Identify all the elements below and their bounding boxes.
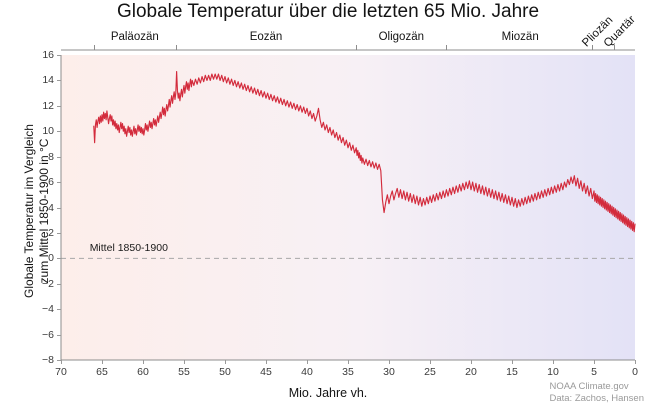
epoch-label-miozn: Miozän	[501, 31, 539, 43]
x-tick-mark	[225, 360, 226, 364]
epoch-boundary-tick	[93, 45, 95, 50]
x-tick-label: 10	[547, 366, 559, 378]
x-tick-label: 40	[301, 366, 313, 378]
y-tick-mark	[57, 258, 61, 260]
y-tick-label: −8	[42, 354, 54, 366]
y-tick-label: 4	[48, 201, 54, 214]
x-tick-label: 70	[55, 366, 67, 378]
x-tick-mark	[266, 360, 267, 364]
y-tick-mark	[57, 182, 61, 184]
epoch-label-eozn: Eozän	[249, 31, 283, 43]
y-tick-mark	[57, 309, 61, 311]
epoch-boundary-tick	[356, 45, 358, 50]
epoch-boundary-tick	[446, 45, 448, 50]
x-tick-mark	[307, 360, 308, 364]
epoch-boundary-tick	[175, 45, 177, 50]
x-tick-label: 50	[219, 366, 231, 378]
epoch-boundary-tick	[591, 45, 593, 50]
y-tick-label: −4	[42, 303, 54, 316]
x-tick-mark	[143, 360, 144, 364]
y-tick-label: 14	[42, 74, 54, 87]
y-tick-label: 12	[42, 99, 54, 112]
x-tick-mark	[61, 360, 62, 364]
x-tick-label: 45	[260, 366, 272, 378]
x-tick-mark	[635, 360, 636, 364]
y-tick-label: 0	[48, 252, 54, 265]
epoch-boundary-tick	[613, 45, 615, 50]
x-tick-label: 25	[424, 366, 436, 378]
y-tick-label: 16	[42, 49, 54, 61]
x-tick-label: 55	[178, 366, 190, 378]
x-tick-label: 35	[342, 366, 354, 378]
y-tick-mark	[57, 80, 61, 82]
y-tick-mark	[57, 131, 61, 133]
x-tick-mark	[430, 360, 431, 364]
credit-data: Data: Zachos, Hansen	[549, 392, 644, 404]
x-tick-mark	[594, 360, 595, 364]
x-tick-label: 15	[506, 366, 518, 378]
y-tick-label: −2	[42, 277, 54, 290]
credit-block: NOAA Climate.gov Data: Zachos, Hansen	[549, 381, 644, 404]
x-tick-label: 65	[96, 366, 108, 378]
y-tick-mark	[57, 283, 61, 285]
y-tick-label: 8	[48, 150, 54, 163]
y-tick-mark	[57, 55, 61, 56]
y-tick-mark	[57, 334, 61, 336]
epoch-label-palozn: Paläozän	[110, 31, 159, 43]
y-tick-label: 10	[42, 125, 54, 138]
chart-title: Globale Temperatur über die letzten 65 M…	[116, 1, 540, 22]
baseline-annotation: Mittel 1850-1900	[89, 242, 168, 255]
x-tick-mark	[512, 360, 513, 364]
x-tick-label: 5	[591, 366, 597, 378]
x-tick-label: 0	[632, 366, 638, 378]
x-tick-label: 60	[137, 366, 149, 378]
y-tick-mark	[57, 360, 61, 361]
x-tick-mark	[184, 360, 185, 364]
y-tick-label: 6	[48, 176, 54, 189]
y-tick-mark	[57, 232, 61, 234]
credit-source: NOAA Climate.gov	[549, 381, 629, 392]
x-tick-mark	[102, 360, 103, 364]
x-tick-mark	[348, 360, 349, 364]
x-tick-mark	[471, 360, 472, 364]
x-tick-label: 30	[383, 366, 395, 378]
x-axis-label: Mio. Jahre vh.	[288, 386, 368, 400]
x-tick-mark	[389, 360, 390, 364]
y-tick-label: 2	[48, 226, 54, 239]
y-tick-label: −6	[42, 328, 54, 341]
epoch-label-oligozn: Oligozän	[378, 31, 424, 43]
y-tick-mark	[57, 156, 61, 158]
x-tick-mark	[553, 360, 554, 364]
x-tick-label: 20	[465, 366, 477, 378]
y-tick-mark	[57, 207, 61, 209]
y-tick-mark	[57, 105, 61, 107]
